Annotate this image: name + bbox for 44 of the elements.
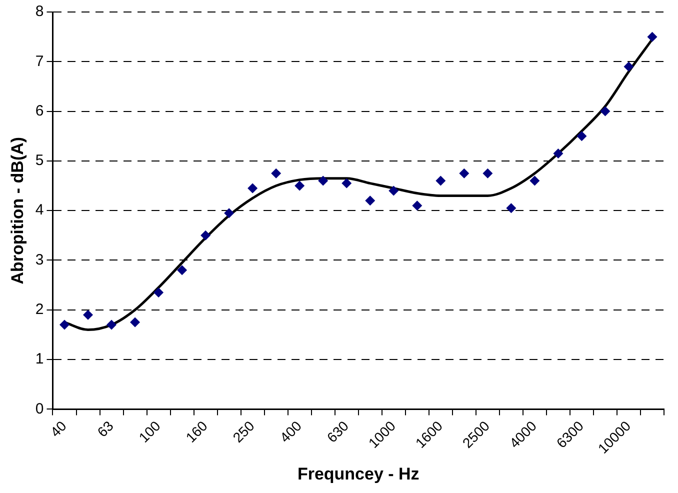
y-tick-label: 4 bbox=[35, 202, 44, 219]
point bbox=[647, 32, 658, 42]
point bbox=[600, 106, 610, 116]
point bbox=[576, 131, 587, 142]
point bbox=[271, 168, 282, 178]
y-tick-label: 8 bbox=[35, 3, 44, 20]
y-axis-title: Abropition - dB(A) bbox=[8, 136, 27, 284]
x-tick-label: 40 bbox=[47, 418, 70, 440]
point bbox=[530, 176, 540, 186]
x-axis-title: Frequncey - Hz bbox=[297, 464, 420, 484]
point bbox=[83, 310, 94, 320]
y-tick-label: 7 bbox=[35, 52, 44, 70]
point bbox=[154, 288, 164, 298]
point bbox=[342, 178, 352, 188]
y-tick-label: 0 bbox=[35, 400, 44, 418]
point bbox=[106, 320, 117, 330]
x-tick-label: 100 bbox=[136, 418, 164, 446]
point bbox=[436, 176, 446, 186]
point bbox=[200, 230, 211, 240]
x-tick-label: 630 bbox=[324, 418, 352, 446]
point bbox=[506, 203, 516, 214]
y-tick-label: 6 bbox=[35, 102, 44, 120]
point bbox=[59, 320, 70, 330]
x-tick-label: 400 bbox=[276, 418, 305, 446]
point bbox=[130, 317, 140, 328]
y-tick-label: 3 bbox=[35, 251, 44, 268]
point bbox=[177, 265, 188, 276]
point bbox=[412, 200, 422, 211]
point bbox=[624, 62, 634, 72]
point bbox=[459, 168, 470, 178]
y-tick-label: 2 bbox=[35, 301, 44, 318]
x-tick-label: 160 bbox=[182, 418, 211, 446]
x-tick-label: 63 bbox=[94, 418, 117, 440]
point bbox=[482, 168, 493, 178]
point bbox=[248, 183, 258, 194]
point bbox=[365, 196, 376, 206]
point bbox=[294, 180, 305, 191]
y-tick-label: 5 bbox=[35, 152, 44, 170]
point bbox=[553, 148, 564, 158]
point bbox=[318, 176, 328, 186]
y-tick-label: 1 bbox=[35, 350, 44, 368]
x-tick-label: 250 bbox=[230, 418, 258, 446]
point bbox=[224, 208, 234, 218]
point bbox=[388, 186, 399, 196]
